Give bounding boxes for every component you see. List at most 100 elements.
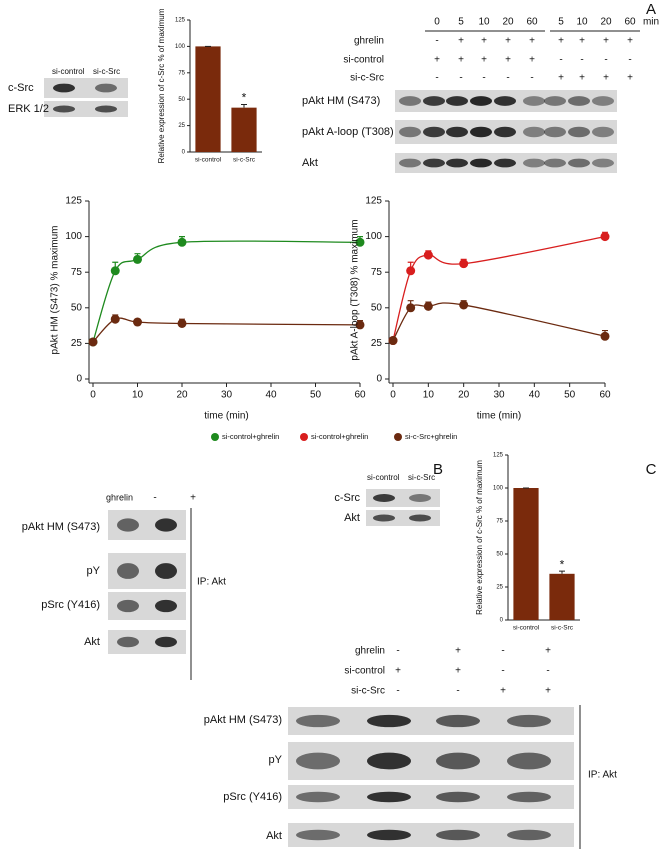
x-tick-label: 40 xyxy=(265,390,277,401)
x-tick-label: 20 xyxy=(176,390,188,401)
blot-label: pAkt HM (S473) xyxy=(204,714,282,726)
blot-label: ERK 1/2 xyxy=(8,103,49,115)
condition-label: si-control xyxy=(343,55,384,66)
blot-band xyxy=(446,96,468,106)
condition-label: ghrelin xyxy=(355,646,385,657)
y-tick-label: 50 xyxy=(371,302,383,313)
condition-sign: - xyxy=(459,73,462,84)
y-tick-label: 125 xyxy=(493,453,504,459)
blot-band xyxy=(592,158,614,168)
point xyxy=(423,250,433,260)
blot-label: Akt xyxy=(344,512,360,524)
blot-band xyxy=(423,126,445,138)
lane-label: si-c-Src xyxy=(408,473,435,482)
blot xyxy=(366,510,440,526)
blot-label: pSrc (Y416) xyxy=(41,599,100,611)
point xyxy=(177,318,187,328)
blot-band xyxy=(399,126,421,138)
y-tick-label: 100 xyxy=(65,231,82,242)
y-tick-label: 50 xyxy=(496,552,503,558)
blot-band xyxy=(155,563,177,579)
blot-band xyxy=(423,158,445,168)
time-label: 20 xyxy=(502,17,514,28)
y-tick-label: 0 xyxy=(76,374,82,385)
condition-sign: + xyxy=(603,36,609,47)
blot-band xyxy=(592,126,614,138)
blot-band xyxy=(373,494,395,502)
point xyxy=(423,301,433,311)
condition-sign: + xyxy=(579,73,585,84)
blot xyxy=(44,101,128,117)
condition-label: si-c-Src xyxy=(351,686,385,697)
point xyxy=(110,314,120,324)
blot-band xyxy=(470,96,492,106)
x-tick-label: si-c-Src xyxy=(233,157,256,164)
blot-label: pAkt HM (S473) xyxy=(302,95,380,107)
condition-sign: - xyxy=(396,686,399,697)
point xyxy=(388,336,398,346)
condition-sign: + xyxy=(505,55,511,66)
blot-band xyxy=(523,158,545,168)
condition-sign: - xyxy=(456,686,459,697)
y-tick-label: 75 xyxy=(371,267,383,278)
point xyxy=(406,303,416,313)
y-tick-label: 0 xyxy=(376,374,382,385)
blot-band xyxy=(296,829,340,841)
y-tick-label: 75 xyxy=(496,519,503,525)
blot-label: c-Src xyxy=(334,492,360,504)
blot-band xyxy=(446,158,468,168)
blot-label: pSrc (Y416) xyxy=(223,791,282,803)
legend-label: si-control+ghrelin xyxy=(311,432,368,441)
time-label: 10 xyxy=(478,17,490,28)
blot-band xyxy=(470,126,492,138)
x-tick-label: 30 xyxy=(493,390,505,401)
condition-label: si-control xyxy=(344,666,385,677)
x-tick-label: si-control xyxy=(513,625,540,632)
condition-sign: + xyxy=(603,73,609,84)
panel-label: B xyxy=(433,461,443,478)
time-label: 60 xyxy=(526,17,538,28)
condition-sign: - xyxy=(482,73,485,84)
blot-band xyxy=(494,126,516,138)
time-label: 5 xyxy=(458,17,464,28)
bar xyxy=(231,107,257,152)
blot-band xyxy=(367,829,411,841)
x-tick-label: si-c-Src xyxy=(551,625,574,632)
blot-band xyxy=(117,636,139,648)
point xyxy=(459,300,469,310)
legend-label: si-control+ghrelin xyxy=(222,432,279,441)
blot-band xyxy=(544,158,566,168)
point xyxy=(600,232,610,242)
condition-sign: - xyxy=(559,55,562,66)
condition-sign: - xyxy=(506,73,509,84)
bar xyxy=(195,46,221,152)
condition-sign: - xyxy=(546,666,549,677)
condition-sign: + xyxy=(434,55,440,66)
condition-sign: - xyxy=(435,36,438,47)
blot xyxy=(44,78,128,98)
blot-band xyxy=(296,752,340,770)
point xyxy=(110,266,120,276)
lane-label: si-control xyxy=(367,473,400,482)
condition-sign: - xyxy=(604,55,607,66)
blot-band xyxy=(373,514,395,522)
blot-band xyxy=(155,636,177,648)
y-tick-label: 50 xyxy=(71,302,83,313)
time-label: 10 xyxy=(576,17,588,28)
annotation: * xyxy=(560,557,565,571)
blot-label: pAkt A-loop (T308) xyxy=(302,126,394,138)
blot-band xyxy=(494,96,516,106)
condition-label: si-c-Src xyxy=(350,73,384,84)
x-tick-label: 20 xyxy=(458,390,470,401)
x-tick-label: 10 xyxy=(132,390,144,401)
point xyxy=(133,317,142,327)
y-tick-label: 25 xyxy=(371,338,383,349)
blot-band xyxy=(523,126,545,138)
condition-sign: + xyxy=(395,666,401,677)
blot-label: c-Src xyxy=(8,82,34,94)
blot-band xyxy=(155,599,177,613)
time-label: 5 xyxy=(558,17,564,28)
blot-band xyxy=(367,752,411,770)
blot-band xyxy=(494,158,516,168)
bar xyxy=(549,573,575,620)
